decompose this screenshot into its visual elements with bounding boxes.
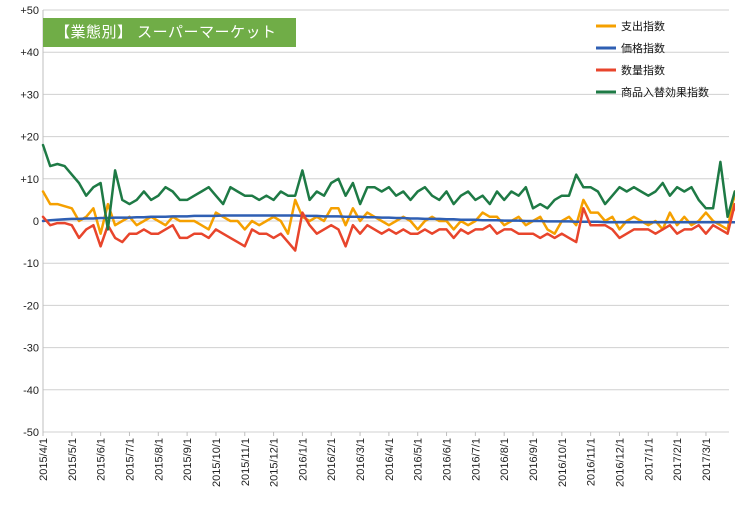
x-tick-label: 2016/11/1 <box>586 438 598 486</box>
x-tick-label: 2015/9/1 <box>182 438 194 481</box>
legend-label: 支出指数 <box>621 19 665 33</box>
chart-title: 【業態別】 スーパーマーケット <box>43 18 296 47</box>
x-tick-label: 2016/4/1 <box>384 438 396 481</box>
x-tick-label: 2017/1/1 <box>643 438 655 481</box>
x-tick-label: 2016/2/1 <box>326 438 338 481</box>
y-tick-label: +30 <box>20 89 39 101</box>
x-tick-label: 2016/8/1 <box>499 438 511 481</box>
x-tick-label: 2015/6/1 <box>96 438 108 481</box>
x-tick-label: 2016/5/1 <box>413 438 425 481</box>
x-axis: 2015/4/1 2015/5/1 2015/6/1 2015/7/1 2015/8/1… <box>38 432 713 487</box>
y-tick-label: +50 <box>20 5 39 17</box>
x-tick-label: 2015/12/1 <box>269 438 281 487</box>
x-tick-label: 2016/12/1 <box>614 438 626 487</box>
y-tick-label: -50 <box>23 427 39 439</box>
x-tick-label: 2015/11/1 <box>240 438 252 486</box>
x-tick-label: 2016/9/1 <box>528 438 540 481</box>
x-tick-label: 2015/5/1 <box>67 438 79 481</box>
x-tick-label: 2015/7/1 <box>124 438 136 481</box>
x-tick-label: 2015/8/1 <box>153 438 165 481</box>
y-axis: +50 +40 +30 +20 +10 0 -10 -20 -30 -40 -50 <box>20 5 39 439</box>
y-tick-label: +10 <box>20 174 39 186</box>
x-tick-label: 2015/4/1 <box>38 438 50 481</box>
y-tick-label: +20 <box>20 132 39 144</box>
x-tick-label: 2017/3/1 <box>701 438 713 481</box>
y-tick-label: -40 <box>23 385 39 397</box>
series-line-価格指数 <box>41 214 735 224</box>
x-tick-label: 2015/10/1 <box>211 438 223 487</box>
y-tick-label: 0 <box>33 216 39 228</box>
x-tick-label: 2017/2/1 <box>672 438 684 481</box>
x-tick-label: 2016/6/1 <box>442 438 454 481</box>
legend-label: 数量指数 <box>621 63 665 77</box>
y-tick-label: -10 <box>23 258 39 270</box>
x-tick-label: 2016/10/1 <box>557 438 569 487</box>
y-tick-label: +40 <box>20 47 39 59</box>
y-tick-label: -20 <box>23 300 39 312</box>
y-tick-label: -30 <box>23 343 39 355</box>
series-lines <box>41 143 735 252</box>
legend-label: 商品入替効果指数 <box>621 85 709 99</box>
series-line-数量指数 <box>41 202 735 252</box>
x-tick-label: 2016/3/1 <box>355 438 367 481</box>
x-tick-label: 2016/1/1 <box>297 438 309 481</box>
x-tick-label: 2016/7/1 <box>470 438 482 481</box>
series-line-商品入替効果指数 <box>41 143 735 231</box>
legend-label: 価格指数 <box>621 41 665 55</box>
